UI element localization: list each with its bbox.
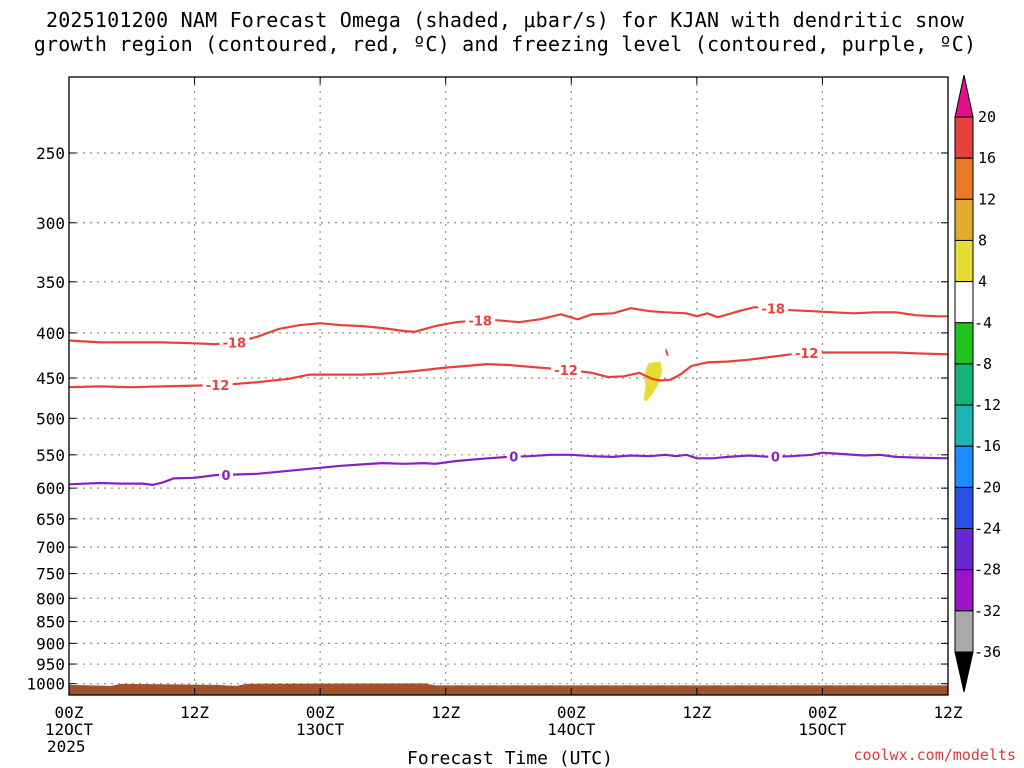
x-tick-label: 12Z — [934, 703, 963, 722]
y-tick-label: 800 — [36, 589, 65, 608]
contour-label: -12 — [206, 379, 230, 394]
contour-label: -12 — [554, 364, 578, 379]
chart-title-line1: 2025101200 NAM Forecast Omega (shaded, μ… — [45, 8, 965, 32]
contour-label-background — [218, 466, 233, 483]
colorbar-label: 12 — [978, 190, 996, 208]
contour-label: -12 — [795, 347, 819, 362]
colorbar-under-arrow — [954, 651, 974, 693]
contour-label-background — [551, 361, 582, 378]
x-tick-label: 2025 — [47, 737, 86, 756]
colorbar-swatch — [954, 322, 974, 365]
omega-shading-layer — [643, 347, 669, 402]
colorbar-label: -32 — [974, 602, 1001, 620]
contour-label: -18 — [761, 303, 785, 318]
x-tick-label: 12Z — [682, 703, 711, 722]
contour-label: -18 — [223, 337, 247, 352]
x-tick-label: 00Z — [55, 703, 84, 722]
contour-line-minus-18 — [68, 306, 948, 346]
colorbar-label: -4 — [974, 314, 992, 332]
colorbar-swatch — [954, 281, 974, 324]
y-tick-label: 900 — [36, 634, 65, 653]
colorbar-label: -16 — [974, 437, 1001, 455]
omega-shaded-region — [665, 347, 669, 357]
y-tick-label: 650 — [36, 510, 65, 529]
y-tick-label: 350 — [36, 273, 65, 292]
y-tick-label: 600 — [36, 479, 65, 498]
colorbar-swatch — [954, 610, 974, 653]
contour-label-background — [219, 334, 250, 351]
x-tick-label: 13OCT — [296, 720, 345, 739]
colorbar: 20 16 12 8 4 -4 -8 -12 -16 -20 -24 -28 -32 -36 — [954, 74, 1001, 693]
contour-label: 0 — [771, 451, 780, 466]
contour-label: 0 — [509, 451, 518, 466]
y-tick-label: 300 — [36, 214, 65, 233]
y-tick-label: 500 — [36, 409, 65, 428]
contour-label-background — [465, 312, 496, 329]
y-tick-label: 850 — [36, 612, 65, 631]
colorbar-swatch — [954, 198, 974, 241]
x-tick-label: 15OCT — [798, 720, 847, 739]
y-tick-label: 750 — [36, 565, 65, 584]
x-tick-label: 00Z — [808, 703, 837, 722]
colorbar-label: 4 — [978, 273, 987, 291]
colorbar-over-arrow — [954, 74, 974, 118]
contour-label-background — [202, 376, 233, 393]
colorbar-swatch — [954, 404, 974, 447]
x-tick-label: 00Z — [557, 703, 586, 722]
colorbar-swatch — [954, 445, 974, 488]
contour-label-background — [768, 448, 783, 465]
x-tick-label: 12OCT — [45, 720, 94, 739]
colorbar-swatch — [954, 486, 974, 530]
y-tick-label: 450 — [36, 369, 65, 388]
contour-label: 0 — [221, 469, 230, 484]
x-tick-label: 12Z — [431, 703, 460, 722]
plot-frame — [68, 76, 949, 696]
colorbar-swatch — [954, 569, 974, 612]
y-tick-label: 250 — [36, 144, 65, 163]
colorbar-label: -20 — [974, 478, 1001, 496]
contour-label-background — [506, 448, 521, 465]
y-tick-label: 700 — [36, 538, 65, 557]
chart-title: 2025101200 NAM Forecast Omega (shaded, μ… — [0, 8, 1010, 56]
chart-title-line2: growth region (contoured, red, ºC) and f… — [33, 32, 977, 56]
y-tick-label: 1000 — [26, 675, 65, 694]
colorbar-swatch — [954, 239, 974, 283]
colorbar-label: -28 — [974, 561, 1001, 579]
colorbar-swatch — [954, 363, 974, 406]
ground-layer — [69, 683, 948, 695]
colorbar-label: 8 — [978, 231, 987, 249]
contour-label: -18 — [468, 314, 492, 329]
colorbar-label: -12 — [974, 396, 1001, 414]
colorbar-label: -36 — [974, 643, 1001, 661]
colorbar-label: 16 — [978, 149, 996, 167]
x-tick-label: 12Z — [180, 703, 209, 722]
colorbar-swatch — [954, 116, 974, 159]
x-tick-label: 00Z — [306, 703, 335, 722]
colorbar-label: 20 — [978, 108, 996, 126]
contour-line-freezing-level-0 — [68, 451, 949, 486]
y-tick-label: 400 — [36, 324, 65, 343]
contour-label-background — [758, 300, 789, 317]
credit-link[interactable]: coolwx.com/modelts — [853, 746, 1016, 764]
colorbar-swatch — [954, 528, 974, 571]
contour-label-background — [791, 344, 822, 361]
y-tick-label: 550 — [36, 446, 65, 465]
colorbar-swatch — [954, 157, 974, 200]
x-tick-label: 14OCT — [547, 720, 596, 739]
omega-shaded-region — [643, 361, 663, 402]
y-tick-label: 950 — [36, 655, 65, 674]
colorbar-label: -8 — [974, 355, 992, 373]
contour-layer: -18 -18 -18 -12 -12 -12 0 0 0 — [68, 300, 949, 486]
x-axis-label: Forecast Time (UTC) — [407, 748, 613, 768]
ground-terrain — [69, 683, 948, 695]
axis-layer: 250 300 350 400 450 500 550 600 650 700 750 800 850 9… — [26, 76, 963, 756]
colorbar-label: -24 — [974, 520, 1001, 538]
